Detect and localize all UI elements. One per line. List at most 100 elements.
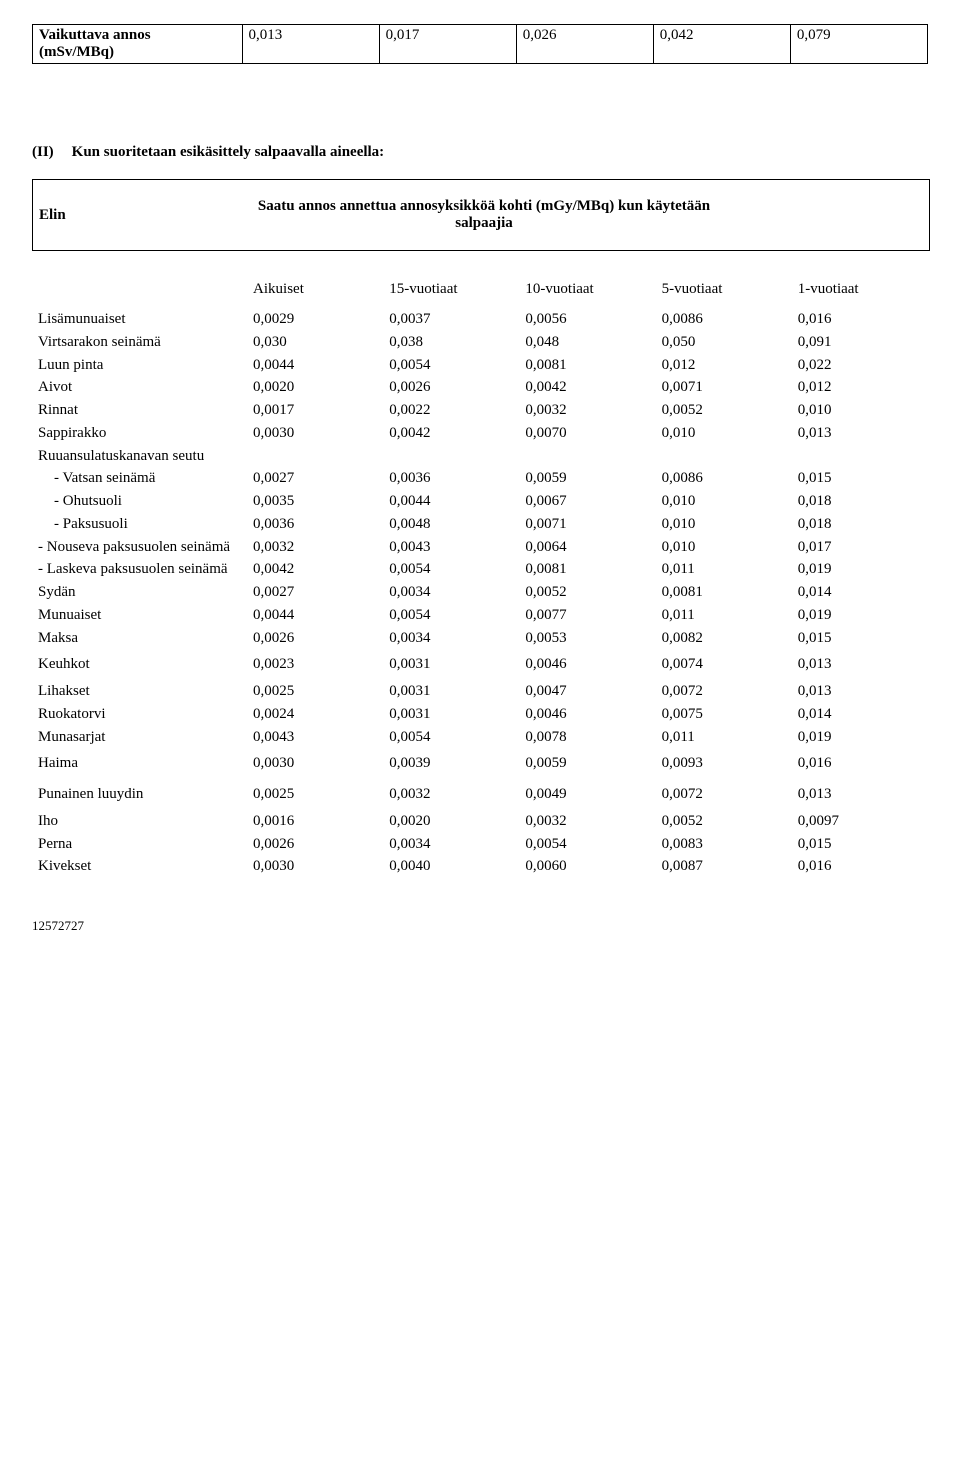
table-row: - Vatsan seinämä0,00270,00360,00590,0086… bbox=[32, 467, 928, 490]
row-value: 0,0024 bbox=[247, 703, 383, 726]
row-value: 0,0020 bbox=[383, 810, 519, 833]
row-value: 0,012 bbox=[792, 376, 928, 399]
row-value: 0,0054 bbox=[383, 558, 519, 581]
row-value: 0,013 bbox=[792, 779, 928, 810]
row-value: 0,0054 bbox=[383, 604, 519, 627]
table-row: Iho0,00160,00200,00320,00520,0097 bbox=[32, 810, 928, 833]
row-value: 0,0042 bbox=[383, 422, 519, 445]
row-value: 0,0086 bbox=[656, 467, 792, 490]
elin-center: Saatu annos annettua annosyksikköä kohti… bbox=[218, 198, 929, 232]
row-value: 0,0093 bbox=[656, 748, 792, 779]
table-row: - Nouseva paksusuolen seinämä0,00320,004… bbox=[32, 536, 928, 559]
row-value: 0,0071 bbox=[656, 376, 792, 399]
row-value: 0,0059 bbox=[519, 467, 655, 490]
row-value: 0,048 bbox=[519, 331, 655, 354]
row-value: 0,0039 bbox=[383, 748, 519, 779]
row-label: Lihakset bbox=[32, 680, 247, 703]
row-value: 0,010 bbox=[656, 536, 792, 559]
row-value: 0,0054 bbox=[383, 354, 519, 377]
row-value: 0,0025 bbox=[247, 779, 383, 810]
row-value: 0,0032 bbox=[247, 536, 383, 559]
col-header-10v: 10-vuotiaat bbox=[519, 275, 655, 308]
table-row: Luun pinta0,00440,00540,00810,0120,022 bbox=[32, 354, 928, 377]
row-value: 0,0053 bbox=[519, 627, 655, 650]
row-value: 0,0043 bbox=[383, 536, 519, 559]
row-value: 0,0027 bbox=[247, 467, 383, 490]
row-value: 0,0037 bbox=[383, 308, 519, 331]
row-value: 0,0081 bbox=[519, 558, 655, 581]
effective-dose-v1: 0,017 bbox=[379, 25, 516, 64]
row-value: 0,0052 bbox=[656, 810, 792, 833]
effective-dose-v3: 0,042 bbox=[653, 25, 790, 64]
row-value: 0,0016 bbox=[247, 810, 383, 833]
effective-dose-label: Vaikuttava annos (mSv/MBq) bbox=[33, 25, 243, 64]
row-value: 0,011 bbox=[656, 726, 792, 749]
row-value: 0,010 bbox=[656, 513, 792, 536]
row-value: 0,017 bbox=[792, 536, 928, 559]
row-value: 0,016 bbox=[792, 855, 928, 878]
row-value: 0,0032 bbox=[519, 810, 655, 833]
row-value: 0,038 bbox=[383, 331, 519, 354]
row-value: 0,0054 bbox=[519, 833, 655, 856]
row-value: 0,0081 bbox=[519, 354, 655, 377]
row-value: 0,0075 bbox=[656, 703, 792, 726]
row-value: 0,0097 bbox=[792, 810, 928, 833]
row-value: 0,018 bbox=[792, 513, 928, 536]
row-value bbox=[656, 445, 792, 468]
row-value: 0,011 bbox=[656, 604, 792, 627]
row-value: 0,0030 bbox=[247, 748, 383, 779]
row-value bbox=[383, 445, 519, 468]
row-value: 0,016 bbox=[792, 308, 928, 331]
row-label: Iho bbox=[32, 810, 247, 833]
row-label: Kivekset bbox=[32, 855, 247, 878]
row-value: 0,0072 bbox=[656, 779, 792, 810]
row-value: 0,018 bbox=[792, 490, 928, 513]
row-value: 0,014 bbox=[792, 581, 928, 604]
elin-center-line2: salpaajia bbox=[455, 215, 513, 231]
table-row: Haima0,00300,00390,00590,00930,016 bbox=[32, 748, 928, 779]
row-value bbox=[519, 445, 655, 468]
row-label: Haima bbox=[32, 748, 247, 779]
row-value: 0,0030 bbox=[247, 422, 383, 445]
row-label: Munasarjat bbox=[32, 726, 247, 749]
row-value: 0,0078 bbox=[519, 726, 655, 749]
row-value: 0,0025 bbox=[247, 680, 383, 703]
row-label: Aivot bbox=[32, 376, 247, 399]
row-value: 0,0049 bbox=[519, 779, 655, 810]
row-label: Keuhkot bbox=[32, 649, 247, 680]
table-header-row: Aikuiset 15-vuotiaat 10-vuotiaat 5-vuoti… bbox=[32, 275, 928, 308]
row-label: Lisämunuaiset bbox=[32, 308, 247, 331]
effective-dose-v0: 0,013 bbox=[242, 25, 379, 64]
row-label: Sydän bbox=[32, 581, 247, 604]
row-value: 0,010 bbox=[656, 422, 792, 445]
row-value: 0,0052 bbox=[656, 399, 792, 422]
section-number: (II) bbox=[32, 144, 54, 161]
row-value: 0,0077 bbox=[519, 604, 655, 627]
row-value: 0,014 bbox=[792, 703, 928, 726]
row-value: 0,0059 bbox=[519, 748, 655, 779]
col-header-1v: 1-vuotiaat bbox=[792, 275, 928, 308]
row-value: 0,0048 bbox=[383, 513, 519, 536]
table-row: Sydän0,00270,00340,00520,00810,014 bbox=[32, 581, 928, 604]
row-value: 0,0022 bbox=[383, 399, 519, 422]
effective-dose-line1: Vaikuttava annos bbox=[39, 27, 151, 43]
row-value: 0,0034 bbox=[383, 581, 519, 604]
row-value: 0,0020 bbox=[247, 376, 383, 399]
row-value: 0,0031 bbox=[383, 649, 519, 680]
elin-label: Elin bbox=[33, 207, 218, 224]
row-value: 0,030 bbox=[247, 331, 383, 354]
row-value: 0,012 bbox=[656, 354, 792, 377]
row-value: 0,0026 bbox=[247, 833, 383, 856]
row-value: 0,0035 bbox=[247, 490, 383, 513]
table-row: Ruokatorvi0,00240,00310,00460,00750,014 bbox=[32, 703, 928, 726]
row-value: 0,0054 bbox=[383, 726, 519, 749]
row-value: 0,0071 bbox=[519, 513, 655, 536]
elin-center-line1: Saatu annos annettua annosyksikköä kohti… bbox=[258, 198, 710, 214]
row-value bbox=[792, 445, 928, 468]
table-row: - Paksusuoli0,00360,00480,00710,0100,018 bbox=[32, 513, 928, 536]
row-value: 0,0036 bbox=[383, 467, 519, 490]
row-value: 0,0043 bbox=[247, 726, 383, 749]
section-text: Kun suoritetaan esikäsittely salpaavalla… bbox=[72, 144, 385, 161]
row-value: 0,013 bbox=[792, 422, 928, 445]
row-value: 0,022 bbox=[792, 354, 928, 377]
